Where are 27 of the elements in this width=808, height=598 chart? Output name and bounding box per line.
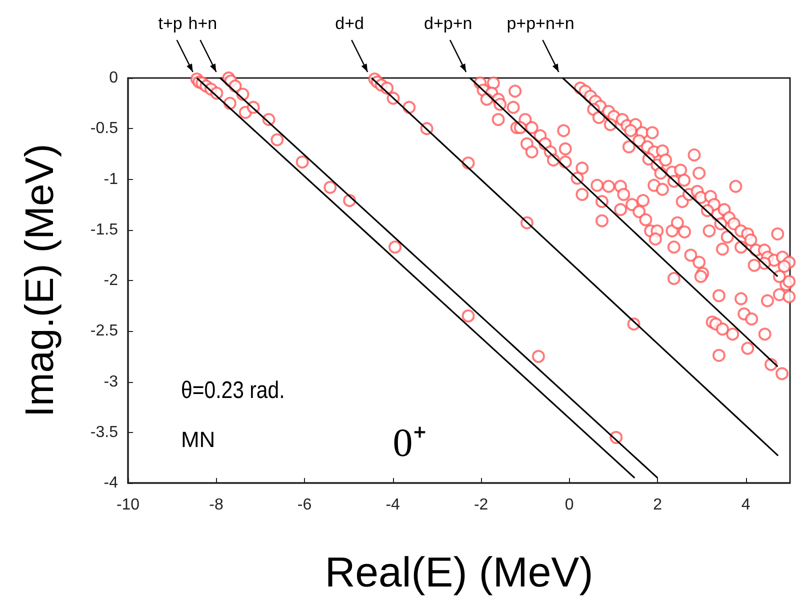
annotation: MN — [180, 427, 216, 454]
x-tick-label: -8 — [209, 496, 224, 514]
x-tick-label: -10 — [116, 496, 140, 514]
y-tick-label: -1.5 — [90, 221, 118, 238]
x-tick-label: 0 — [564, 496, 574, 514]
y-tick-label: -3.5 — [90, 424, 118, 441]
x-axis-title: Real(E) (MeV) — [324, 548, 594, 596]
annotation: p+p+n+n — [506, 14, 574, 34]
x-tick-label: 2 — [653, 496, 662, 514]
annotation: d+d — [335, 14, 364, 34]
annotation: d+p+n — [424, 14, 472, 34]
y-tick-label: -2 — [104, 272, 118, 289]
y-tick-label: -2.5 — [90, 322, 118, 340]
y-tick-label: -0.5 — [90, 120, 118, 138]
y-tick-label: -3 — [104, 373, 118, 390]
x-tick-label: -6 — [297, 496, 312, 514]
x-tick-label: -2 — [474, 496, 488, 514]
x-tick-label: 4 — [741, 496, 750, 514]
x-tick-label: -4 — [386, 496, 400, 514]
annotation: t+p — [158, 14, 182, 34]
annotation: θ=0.23 rad. — [180, 377, 285, 406]
annotation: 0⁺ — [392, 419, 427, 468]
y-tick-label: -1 — [104, 170, 118, 188]
y-tick-label: -4 — [104, 474, 118, 492]
y-axis-title: Imag.(E) (MeV) — [18, 144, 62, 418]
y-tick-label: 0 — [109, 70, 118, 86]
annotation: h+n — [188, 14, 218, 34]
